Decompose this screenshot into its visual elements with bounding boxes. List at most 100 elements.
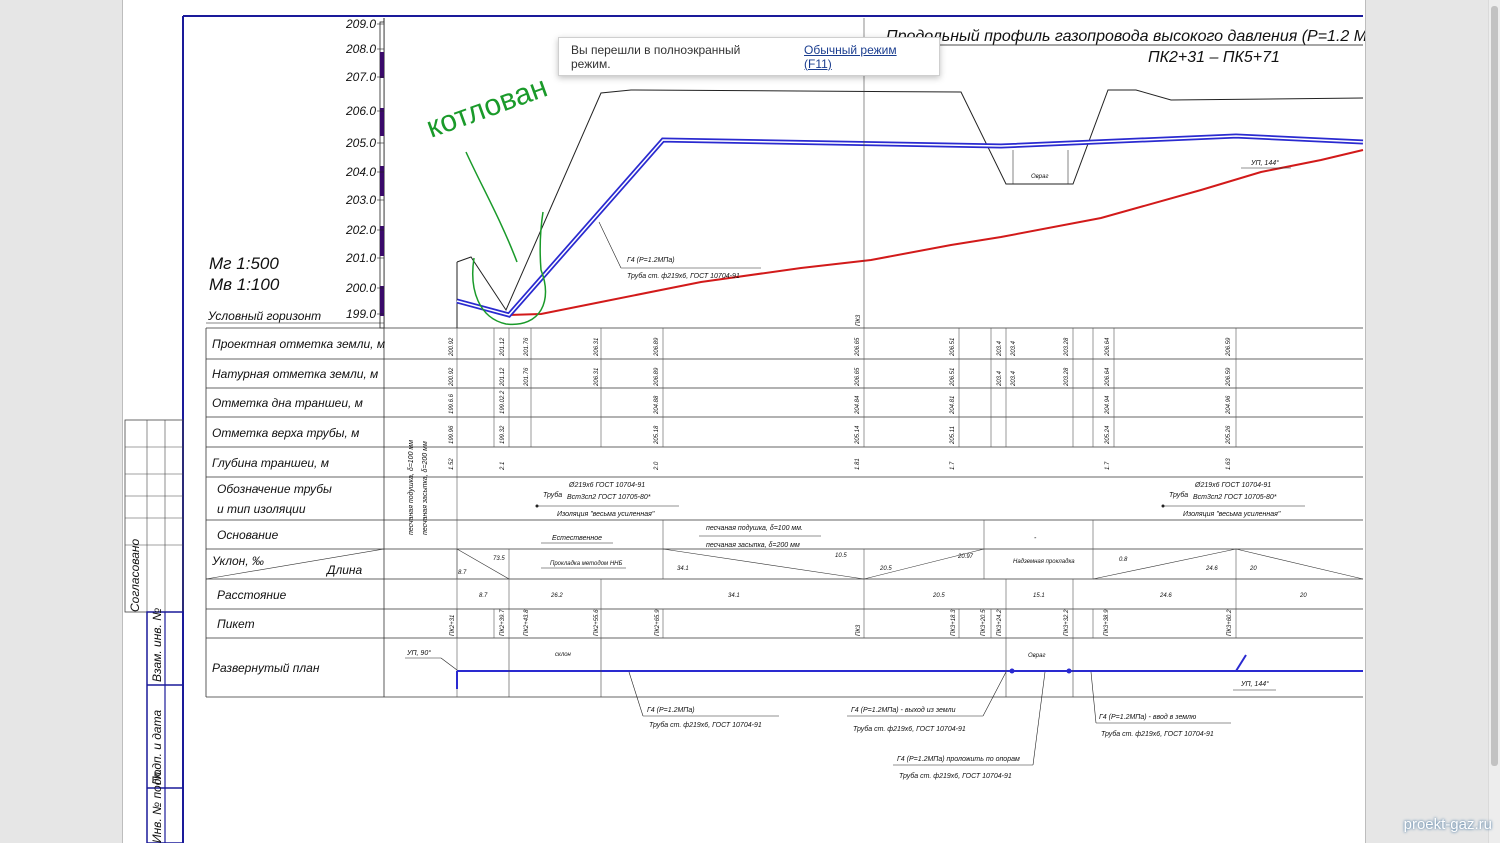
picket-label: ПК2+55.6: [594, 609, 600, 636]
base-sand-1: песчаная подушка, δ=100 мм.: [706, 524, 803, 532]
picket-label: ПК3+24.2: [997, 609, 1003, 636]
design-ground-value: 203.28: [1064, 337, 1070, 357]
distance-value: 20.5: [932, 593, 945, 599]
distance-value: 24.6: [1159, 593, 1172, 599]
design-ground-value: 201.76: [524, 337, 530, 357]
profile-pipe-label: Труба ст. ф219х6, ГОСТ 10704-91: [627, 272, 740, 280]
profile-drawing: Согласовано Взам. инв. № Подп. и дата Ин…: [124, 15, 1365, 843]
row-header-distance: Расстояние: [217, 588, 287, 602]
datum-label: Условный горизонт: [207, 309, 321, 323]
picket-label: ПК2+43.8: [524, 609, 530, 636]
pipe_spec_right-prefix: Труба: [1169, 491, 1188, 499]
picket-label: ПК3+60.2: [1227, 609, 1233, 636]
pk3-marker: ПК3: [856, 314, 862, 326]
pipe_spec_left-line1: Ø219х6 ГОСТ 10704-91: [568, 482, 645, 489]
plan-callout1-line1: Г4 (Р=1.2МПа): [647, 707, 695, 714]
design-ground-value: 206.31: [594, 338, 600, 357]
slope-s5: 0.8: [1119, 557, 1128, 563]
trench-depth-value: 1.81: [855, 458, 861, 470]
base-dash: -: [1034, 535, 1037, 542]
row-header-natural_ground: Натурная отметка земли, м: [212, 367, 378, 381]
profile-ravine-label: Овраг: [1031, 174, 1048, 180]
row-header-design_ground: Проектная отметка земли, м: [212, 337, 385, 351]
scale-vertical: Мв 1:100: [209, 275, 280, 294]
trench-depth-value: 1.7: [1105, 461, 1111, 470]
plan-slope: склон: [555, 652, 572, 658]
elevation-label: 206.0: [345, 104, 376, 118]
exit-fullscreen-link[interactable]: Обычный режим (F11): [804, 42, 897, 71]
sand-backfill-note: песчаная засыпка, δ=200 мм: [422, 441, 429, 535]
trench-depth-value: 2.1: [500, 462, 506, 471]
side-stamp: Согласовано Взам. инв. № Подп. и дата Ин…: [124, 419, 184, 843]
design-ground-value: 206.51: [950, 338, 956, 357]
natural-ground-value: 206.64: [1105, 367, 1111, 387]
ground-line: [456, 89, 1364, 312]
red-ground-line: [506, 149, 1364, 316]
profile-angle-right: УП, 144°: [1250, 159, 1279, 167]
stamp-sign-date: Подп. и дата: [150, 710, 164, 785]
fullscreen-message: Вы перешли в полноэкранный режим.: [571, 42, 741, 71]
pipe_spec_right-line2: Вст3сп2 ГОСТ 10705-80*: [1193, 494, 1277, 501]
picket-label: ПК2+39.7: [500, 609, 506, 636]
natural-ground-value: 206.59: [1226, 367, 1232, 387]
natural-ground-value: 203.28: [1064, 367, 1070, 387]
trench-bottom-value: 199.6.6: [449, 393, 455, 414]
scale-band-3: [380, 166, 384, 196]
trench-depth-value: 1.7: [950, 461, 956, 470]
row-header-plan: Развернутый план: [212, 661, 320, 675]
length-s2: 34.1: [677, 566, 689, 572]
scrollbar-thumb[interactable]: [1491, 6, 1498, 766]
design-ground-value: 203.4: [997, 340, 1003, 357]
design-ground-value: 206.65: [855, 337, 861, 357]
trench-bottom-value: 204.94: [1105, 395, 1111, 415]
pipe_spec_left-line3: Изоляция "весьма усиленная": [557, 511, 655, 518]
design-ground-value: 206.59: [1226, 337, 1232, 357]
elevation-label: 207.0: [345, 70, 376, 84]
elevation-label: 200.0: [345, 281, 376, 295]
trench-bottom-value: 199.02.2: [500, 390, 506, 414]
elevation-label: 204.0: [345, 165, 376, 179]
stamp-agreed: Согласовано: [128, 538, 142, 612]
distance-value: 26.2: [550, 593, 563, 599]
pipe_spec_left-prefix: Труба: [543, 491, 562, 499]
row-header-pipe_designation_1: Обозначение трубы: [217, 482, 332, 496]
length-s5: 24.6: [1205, 566, 1218, 572]
trench-depth-value: 1.52: [449, 458, 455, 470]
picket-label: ПК3+18.3: [951, 609, 957, 636]
elevation-label: 201.0: [345, 251, 376, 265]
scale-band-1: [380, 52, 384, 78]
pipe-top-value: 199.96: [449, 425, 455, 444]
slope-s1: 73.5: [493, 556, 505, 562]
distance-value: 8.7: [479, 593, 488, 599]
design-ground-value: 200.92: [449, 337, 455, 357]
row-header-trench_bottom: Отметка дна траншеи, м: [212, 396, 363, 410]
row-header-pipe_top: Отметка верха трубы, м: [212, 426, 359, 440]
natural-ground-value: 200.92: [449, 367, 455, 387]
row-header-pipe_designation_2: и тип изоляции: [217, 502, 306, 516]
watermark: proekt-gaz.ru: [1403, 816, 1492, 833]
fullscreen-notice: Вы перешли в полноэкранный режим. Обычны…: [558, 37, 940, 76]
elevation-label: 205.0: [345, 136, 376, 150]
gas-pipe-line: [456, 133, 1364, 318]
trench-bottom-value: 204.81: [950, 396, 956, 415]
design-ground-value: 206.64: [1105, 337, 1111, 357]
picket-label: ПК2+31: [450, 615, 456, 636]
trench-bottom-value: 204.88: [654, 395, 660, 415]
trench-depth-value: 1.63: [1226, 458, 1232, 470]
scale-band-5: [380, 286, 384, 316]
hnb-label: Прокладка методом ННБ: [550, 561, 622, 567]
plan-callout1-line2: Труба ст. ф219х6, ГОСТ 10704-91: [649, 721, 762, 729]
scale-horizontal: Мг 1:500: [209, 254, 279, 273]
plan-angle-left: УП, 90°: [406, 649, 431, 657]
pipe-top-value: 205.26: [1226, 425, 1232, 445]
plan-callout2-line2: Труба ст. ф219х6, ГОСТ 10704-91: [853, 725, 966, 733]
scrollbar[interactable]: [1488, 0, 1500, 843]
picket-label: ПК3: [856, 624, 862, 636]
stamp-inv-orig: Инв. № подл.: [150, 769, 164, 843]
base-natural: Естественное: [552, 535, 602, 542]
natural-ground-value: 203.4: [1011, 370, 1017, 387]
plan-row: УП, 90° склон Овраг УП, 144° Г4 (Р=1.2МП…: [405, 638, 1363, 780]
pipe-top-value: 205.24: [1105, 425, 1111, 445]
drawing-title-line2: ПК2+31 – ПК5+71: [1148, 49, 1280, 66]
natural-ground-value: 203.4: [997, 370, 1003, 387]
